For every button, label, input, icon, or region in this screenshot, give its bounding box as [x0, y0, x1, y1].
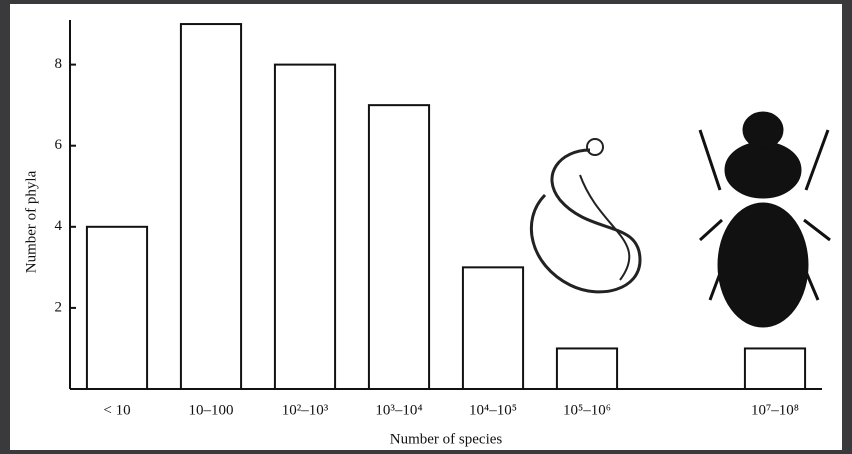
bar	[557, 348, 617, 389]
bar	[463, 267, 523, 389]
y-tick-label: 2	[55, 299, 63, 315]
bar	[745, 348, 805, 389]
y-axis-label: Number of phyla	[23, 170, 39, 273]
bar	[369, 105, 429, 389]
y-tick-label: 4	[55, 218, 63, 234]
x-tick-label: 10–100	[189, 402, 234, 418]
page: {"chart_data": {"type": "bar", "x_label"…	[0, 0, 852, 454]
x-tick-label: 10⁴–10⁵	[469, 402, 517, 418]
y-tick-label: 6	[55, 137, 63, 153]
x-tick-label: < 10	[103, 402, 130, 418]
y-tick-label: 8	[55, 56, 63, 72]
bar	[181, 24, 241, 389]
x-tick-label: 10³–10⁴	[375, 402, 422, 418]
x-axis-label: Number of species	[390, 431, 503, 447]
x-tick-label: 10⁷–10⁸	[751, 402, 799, 418]
bar	[275, 65, 335, 389]
x-tick-label: 10²–10³	[282, 402, 329, 418]
bar	[87, 227, 147, 389]
x-tick-label: 10⁵–10⁶	[563, 402, 611, 418]
chart: Number of phyla Number of species 2 4 6 8 < …	[0, 0, 852, 454]
